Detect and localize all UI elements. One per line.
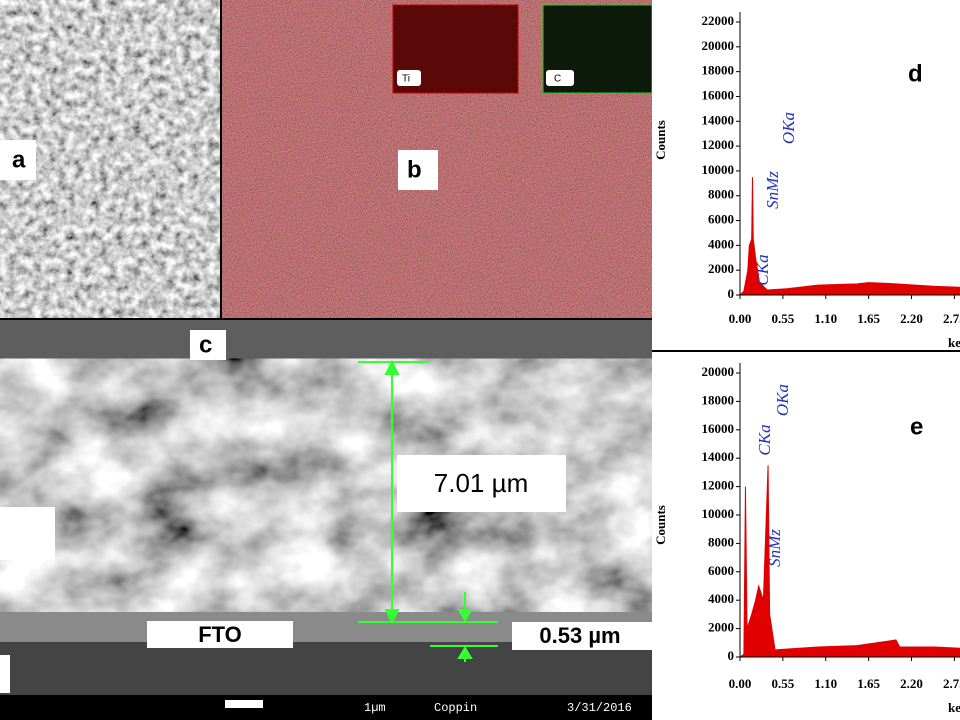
chart-panel — [652, 0, 960, 350]
y-tick-label: 16000 — [702, 421, 735, 436]
y-tick-label: 2000 — [708, 261, 734, 276]
date: 3/31/2016 — [567, 701, 632, 715]
y-tick-label: 12000 — [702, 478, 735, 493]
peak-label: OKa — [779, 112, 798, 144]
y-tick-label: 14000 — [702, 449, 735, 464]
label-box — [147, 621, 293, 648]
arrow-head — [457, 609, 473, 659]
chart-panel — [652, 352, 960, 720]
peak-label: CKa — [755, 424, 774, 455]
label-box — [397, 455, 566, 512]
spectrum-area — [738, 177, 960, 296]
substrate — [0, 642, 652, 695]
y-tick-label: 16000 — [702, 87, 735, 102]
panel-label: c — [199, 331, 212, 358]
info-bar — [0, 695, 652, 720]
x-tick-label: 2.75 — [943, 311, 960, 326]
y-tick-label: 0 — [728, 286, 735, 301]
x-tick-label: 0.00 — [729, 311, 752, 326]
y-tick-label: 6000 — [708, 563, 734, 578]
peak-label: SnMz — [763, 171, 782, 209]
label-box — [398, 150, 438, 190]
y-axis-label: Counts — [653, 120, 668, 160]
chart: 0 2000 4000 6000 8000 10000 12000 14000 16000 180… — [653, 363, 960, 715]
y-tick-label: 10000 — [702, 162, 735, 177]
panel-label: e — [910, 413, 923, 440]
y-tick-label: 14000 — [702, 112, 735, 127]
y-tick-label: 22000 — [702, 13, 735, 28]
label-box — [190, 330, 226, 360]
y-tick-label: 20000 — [702, 364, 735, 379]
inset-label: C — [554, 74, 561, 85]
scale-label: 1µm — [364, 701, 386, 715]
x-tick-label: 0.55 — [772, 311, 795, 326]
scale-bar — [225, 700, 263, 708]
thickness-label: 7.01 µm — [434, 468, 528, 498]
y-tick-label: 20000 — [702, 38, 735, 53]
chart: 0 2000 4000 6000 8000 10000 12000 14000 16000 180… — [653, 12, 960, 350]
x-axis-label: keV — [948, 700, 960, 715]
label-box — [546, 70, 574, 86]
label-box — [397, 70, 421, 86]
peak-label: SnMz — [765, 529, 784, 567]
x-tick-label: 1.65 — [857, 311, 880, 326]
y-tick-label: 6000 — [708, 212, 734, 227]
x-tick-label: 1.10 — [814, 311, 837, 326]
label-box — [0, 140, 36, 180]
y-tick-label: 4000 — [708, 236, 734, 251]
arrow-head — [384, 359, 400, 625]
x-tick-label: 2.75 — [943, 676, 960, 691]
y-tick-label: 18000 — [702, 63, 735, 78]
peak-label: OKa — [773, 384, 792, 416]
x-tick-label: 1.10 — [814, 676, 837, 691]
y-tick-label: 12000 — [702, 137, 735, 152]
label-box — [0, 655, 10, 693]
panel-label: b — [407, 156, 422, 183]
layer-label: FTO — [198, 622, 242, 647]
label-box — [512, 622, 652, 650]
y-tick-label: 2000 — [708, 620, 734, 635]
y-tick-label: 8000 — [708, 187, 734, 202]
x-tick-label: 2.20 — [900, 311, 923, 326]
spectrum-area — [738, 465, 960, 658]
y-tick-label: 18000 — [702, 392, 735, 407]
y-axis-label: Counts — [653, 505, 668, 545]
x-tick-label: 0.55 — [772, 676, 795, 691]
x-tick-label: 2.20 — [900, 676, 923, 691]
thickness-label: 0.53 µm — [539, 623, 620, 648]
film-layer — [0, 358, 652, 612]
inset-label: Ti — [402, 74, 410, 85]
y-tick-label: 10000 — [702, 506, 735, 521]
panel-label: d — [908, 60, 923, 87]
label-box — [0, 507, 55, 560]
sem-image-a — [0, 0, 220, 318]
panel-label: a — [12, 146, 26, 173]
y-tick-label: 8000 — [708, 534, 734, 549]
x-axis-label: keV — [948, 335, 960, 350]
operator: Coppin — [434, 701, 477, 715]
x-tick-label: 1.65 — [857, 676, 880, 691]
y-tick-label: 4000 — [708, 591, 734, 606]
x-tick-label: 0.00 — [729, 676, 752, 691]
peak-label: CKa — [753, 254, 772, 285]
y-tick-label: 0 — [728, 648, 735, 663]
